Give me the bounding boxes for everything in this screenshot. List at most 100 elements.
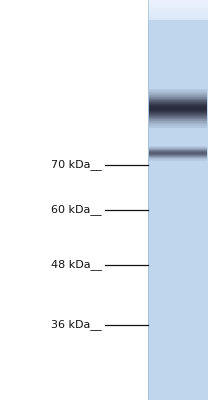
- Bar: [149, 124, 207, 126]
- Bar: [149, 159, 207, 160]
- Bar: [148, 0, 208, 3]
- Bar: [149, 97, 207, 98]
- Bar: [149, 122, 207, 124]
- Bar: [149, 159, 207, 160]
- Bar: [148, 140, 208, 143]
- Bar: [149, 158, 207, 159]
- Bar: [148, 376, 208, 379]
- Bar: [148, 238, 208, 241]
- Text: 60 kDa__: 60 kDa__: [51, 204, 102, 216]
- Bar: [148, 144, 208, 147]
- Bar: [148, 100, 208, 103]
- Bar: [149, 114, 207, 115]
- Bar: [149, 157, 207, 158]
- Bar: [149, 99, 207, 100]
- Bar: [148, 394, 208, 397]
- Bar: [148, 188, 208, 191]
- Bar: [148, 20, 208, 23]
- Bar: [148, 308, 208, 311]
- Bar: [149, 149, 207, 150]
- Bar: [148, 252, 208, 255]
- Bar: [148, 98, 208, 101]
- Bar: [149, 153, 207, 154]
- Bar: [148, 332, 208, 335]
- Bar: [148, 324, 208, 327]
- Bar: [148, 186, 208, 189]
- Bar: [149, 158, 207, 159]
- Bar: [149, 111, 207, 112]
- Bar: [149, 117, 207, 118]
- Bar: [149, 156, 207, 157]
- Bar: [148, 128, 208, 131]
- Bar: [148, 168, 208, 171]
- Bar: [149, 119, 207, 120]
- Bar: [149, 157, 207, 158]
- Bar: [149, 151, 207, 152]
- Bar: [148, 392, 208, 395]
- Bar: [148, 366, 208, 369]
- Bar: [148, 314, 208, 317]
- Bar: [148, 16, 208, 19]
- Bar: [148, 372, 208, 375]
- Bar: [148, 292, 208, 295]
- Bar: [149, 113, 207, 114]
- Bar: [148, 282, 208, 285]
- Bar: [149, 158, 207, 159]
- Bar: [148, 364, 208, 367]
- Bar: [149, 154, 207, 155]
- Bar: [148, 12, 208, 15]
- Bar: [148, 226, 208, 229]
- Bar: [148, 54, 208, 57]
- Bar: [148, 142, 208, 145]
- Bar: [148, 96, 208, 99]
- Bar: [148, 164, 208, 167]
- Bar: [149, 149, 207, 150]
- Bar: [148, 356, 208, 359]
- Bar: [148, 390, 208, 393]
- Bar: [148, 278, 208, 281]
- Bar: [149, 103, 207, 104]
- Bar: [148, 344, 208, 347]
- Bar: [148, 148, 208, 151]
- Bar: [149, 109, 207, 110]
- Bar: [148, 382, 208, 385]
- Bar: [148, 228, 208, 231]
- Bar: [149, 122, 207, 123]
- Bar: [148, 212, 208, 215]
- Bar: [148, 84, 208, 87]
- Bar: [148, 244, 208, 247]
- Bar: [148, 50, 208, 53]
- Bar: [148, 182, 208, 185]
- Bar: [148, 334, 208, 337]
- Bar: [149, 116, 207, 117]
- Text: 48 kDa__: 48 kDa__: [51, 260, 102, 270]
- Bar: [148, 198, 208, 201]
- Bar: [149, 153, 207, 154]
- Bar: [148, 160, 208, 163]
- Bar: [148, 294, 208, 297]
- Bar: [148, 86, 208, 89]
- Bar: [148, 158, 208, 161]
- Bar: [148, 204, 208, 207]
- Bar: [148, 270, 208, 273]
- Bar: [149, 107, 207, 108]
- Bar: [148, 34, 208, 37]
- Bar: [149, 126, 207, 128]
- Bar: [148, 310, 208, 313]
- Bar: [148, 28, 208, 31]
- Bar: [148, 166, 208, 169]
- Bar: [148, 232, 208, 235]
- Bar: [148, 130, 208, 133]
- Bar: [149, 150, 207, 151]
- Bar: [148, 284, 208, 287]
- Bar: [149, 112, 207, 114]
- Bar: [148, 220, 208, 223]
- Bar: [149, 157, 207, 158]
- Bar: [148, 336, 208, 339]
- Bar: [148, 338, 208, 341]
- Bar: [148, 174, 208, 177]
- Bar: [148, 74, 208, 77]
- Bar: [148, 318, 208, 321]
- Bar: [148, 256, 208, 259]
- Bar: [148, 268, 208, 271]
